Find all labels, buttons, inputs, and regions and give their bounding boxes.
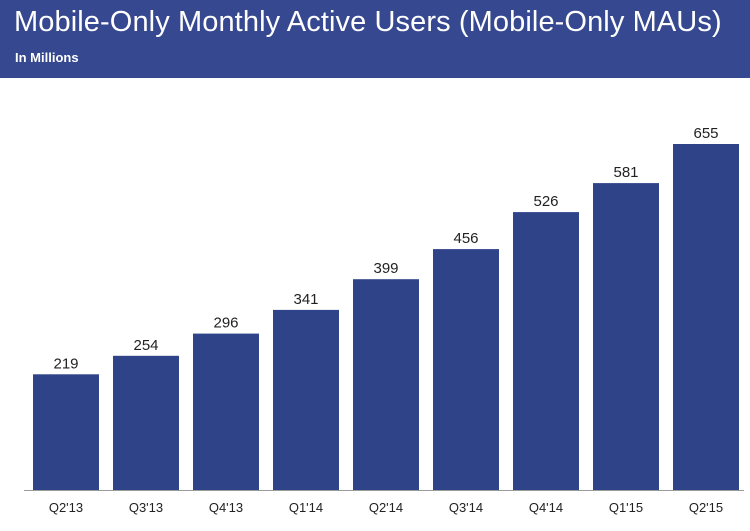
bar-q1-15 xyxy=(593,183,659,490)
value-label: 296 xyxy=(213,315,238,332)
value-label: 655 xyxy=(693,125,718,142)
chart-subtitle: In Millions xyxy=(15,50,79,65)
x-tick-label: Q3'14 xyxy=(449,500,483,515)
bar-q1-14 xyxy=(273,309,339,490)
x-tick-label: Q4'13 xyxy=(209,500,243,515)
value-label: 341 xyxy=(293,291,318,308)
x-tick-label: Q3'13 xyxy=(129,500,163,515)
tick-labels-group: Q2'13 Q3'13 Q4'13 Q1'14 Q2'14 Q3'14 Q4'14 Q1'15… xyxy=(49,500,723,515)
bar-q3-13 xyxy=(113,355,179,490)
bar-q4-14 xyxy=(513,212,579,490)
value-label: 526 xyxy=(533,193,558,210)
value-label: 219 xyxy=(53,355,78,372)
value-label: 399 xyxy=(373,260,398,277)
bar-q2-15 xyxy=(673,144,739,490)
x-tick-label: Q2'14 xyxy=(369,500,403,515)
bar-q2-14 xyxy=(353,279,419,490)
value-label: 581 xyxy=(613,164,638,181)
bar-chart: 219 254 296 341 399 456 526 581 655 Q2'13 Q3'13 Q4… xyxy=(24,125,744,515)
bar-q2-13 xyxy=(33,374,99,490)
chart-title: Mobile-Only Monthly Active Users (Mobile… xyxy=(14,6,722,38)
x-tick-label: Q2'13 xyxy=(49,500,83,515)
x-tick-label: Q1'15 xyxy=(609,500,643,515)
bar-q4-13 xyxy=(193,333,259,490)
value-label: 456 xyxy=(453,230,478,247)
bar-q3-14 xyxy=(433,249,499,490)
bars-group xyxy=(33,144,739,490)
value-labels-group: 219 254 296 341 399 456 526 581 655 xyxy=(53,125,718,372)
x-tick-label: Q1'14 xyxy=(289,500,323,515)
value-label: 254 xyxy=(133,337,158,354)
x-tick-label: Q4'14 xyxy=(529,500,563,515)
x-tick-label: Q2'15 xyxy=(689,500,723,515)
chart-header: Mobile-Only Monthly Active Users (Mobile… xyxy=(0,0,750,78)
